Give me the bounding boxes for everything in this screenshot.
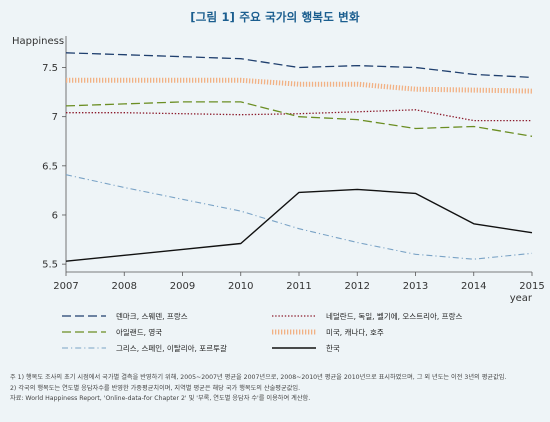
legend-label: 덴마크, 스웨덴, 프랑스	[116, 312, 188, 321]
happiness-line-chart: Happiness 5.5 6 6.5 7 7.5 2007 2008 2009 2010 201…	[12, 36, 545, 353]
x-tick-label: 2013	[403, 281, 428, 292]
x-tick-label: 2008	[112, 281, 137, 292]
legend-label: 그리스, 스페인, 이탈리아, 포르투갈	[116, 343, 227, 353]
footnote-2: 2) 각국의 행복도는 연도별 응답자수를 반영한 가중평균치이며, 지역별 평…	[10, 384, 301, 392]
footnote-1: 주 1) 행복도 조사의 초기 시점에서 국가별 결측을 반영하기 위해, 20…	[10, 374, 507, 381]
chart-title: [그림 1] 주요 국가의 행복도 변화	[190, 10, 360, 24]
series-lines	[65, 52, 533, 262]
y-tick-label: 7.5	[42, 63, 58, 74]
series-미국-캐나다-호주-line	[66, 77, 533, 94]
series-한국-line	[65, 188, 533, 262]
series-덴마크-스웨덴-프랑스-line	[65, 52, 533, 79]
y-tick-label: 7	[52, 112, 58, 123]
x-tick-label: 2011	[286, 281, 311, 292]
x-axis-label: year	[510, 293, 533, 304]
x-tick-label: 2010	[228, 281, 253, 292]
series-그리스-스페인-이탈리아-포르투갈-line	[65, 174, 533, 260]
series-네덜란드-독일-벨기에-오스트리아-프랑스-line	[66, 109, 532, 122]
x-tick-label: 2009	[170, 281, 195, 292]
y-axis-label: Happiness	[12, 36, 64, 47]
x-tick-label: 2012	[345, 281, 370, 292]
y-tick-label: 6	[52, 210, 58, 221]
y-tick-label: 6.5	[42, 161, 58, 172]
source-note: 자료: World Happiness Report, 'Online-data…	[10, 395, 311, 402]
legend-label: 미국, 캐나다, 호주	[326, 328, 384, 337]
series-아일랜드-영국-line	[65, 101, 533, 137]
legend-label: 네덜란드, 독일, 벨기에, 오스트리아, 프랑스	[326, 311, 462, 321]
legend-label: 한국	[326, 344, 340, 353]
x-tick-label: 2007	[53, 281, 78, 292]
y-tick-label: 5.5	[42, 260, 58, 271]
axes: 5.5 6 6.5 7 7.5 2007 2008 2009 2010 2011 2012 2013 2…	[42, 36, 545, 292]
x-tick-label: 2014	[461, 281, 486, 292]
footnotes: 주 1) 행복도 조사의 초기 시점에서 국가별 결측을 반영하기 위해, 20…	[10, 373, 540, 405]
x-tick-label: 2015	[519, 281, 544, 292]
legend: 덴마크, 스웨덴, 프랑스 네덜란드, 독일, 벨기에, 오스트리아, 프랑스아일…	[62, 311, 462, 353]
legend-label: 아일랜드, 영국	[116, 327, 162, 337]
